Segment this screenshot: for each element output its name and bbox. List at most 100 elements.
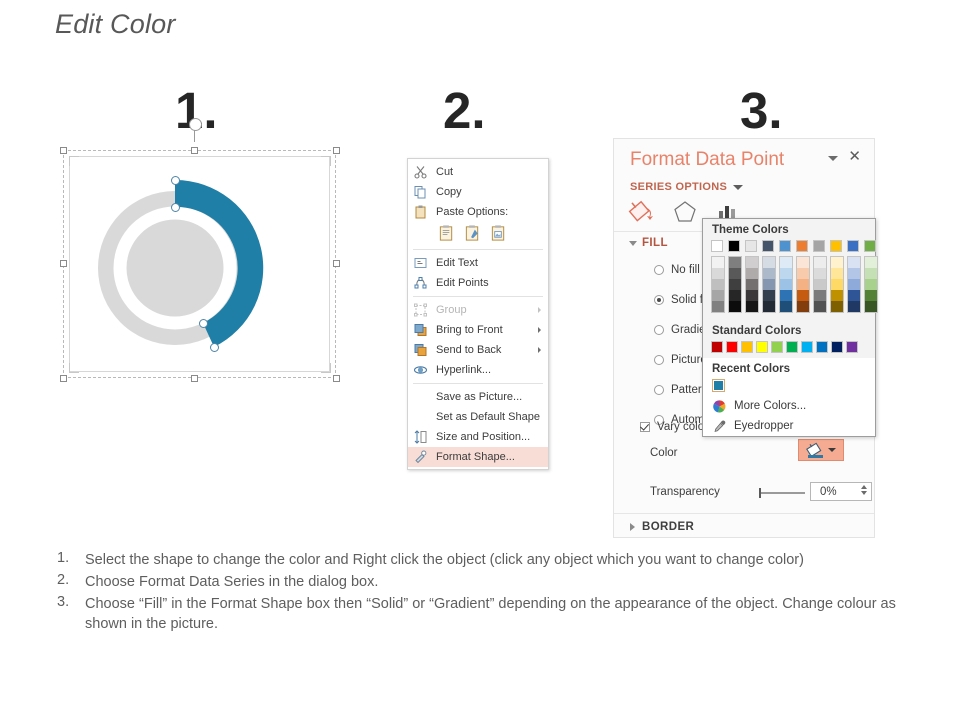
standard-swatch-4[interactable] bbox=[756, 341, 768, 353]
theme-swatch-base[interactable] bbox=[745, 240, 757, 252]
theme-swatch-shade-1[interactable] bbox=[763, 257, 775, 268]
menu-item-send-to-back[interactable]: Send to Back bbox=[408, 340, 548, 360]
menu-item-set-as-default-shape[interactable]: Set as Default Shape bbox=[408, 407, 548, 427]
theme-swatch-base[interactable] bbox=[847, 240, 859, 252]
standard-swatch-1[interactable] bbox=[711, 341, 723, 353]
eyedropper-item[interactable]: Eyedropper bbox=[703, 416, 875, 436]
resize-handle-se[interactable] bbox=[333, 375, 340, 382]
theme-swatch-shade-2[interactable] bbox=[865, 268, 877, 279]
effects-pentagon-icon[interactable] bbox=[671, 197, 699, 225]
color-picker-button[interactable] bbox=[798, 439, 844, 461]
theme-swatch-shade-3[interactable] bbox=[831, 279, 843, 290]
theme-swatch-shade-3[interactable] bbox=[763, 279, 775, 290]
paste-options-row[interactable] bbox=[408, 222, 548, 246]
theme-swatch-shade-3[interactable] bbox=[797, 279, 809, 290]
theme-swatch-shade-1[interactable] bbox=[848, 257, 860, 268]
menu-item-copy[interactable]: Copy bbox=[408, 182, 548, 202]
theme-swatch-shade-2[interactable] bbox=[746, 268, 758, 279]
radio-picture-fill[interactable] bbox=[654, 355, 664, 365]
point-handle-bottom-inner[interactable] bbox=[199, 319, 208, 328]
donut-chart[interactable] bbox=[83, 168, 313, 368]
theme-swatch-shade-2[interactable] bbox=[712, 268, 724, 279]
theme-colors-grid[interactable] bbox=[703, 240, 878, 313]
theme-swatch-base[interactable] bbox=[711, 240, 723, 252]
recent-swatch-1[interactable] bbox=[712, 379, 725, 392]
theme-swatch-shade-5[interactable] bbox=[831, 301, 843, 312]
standard-swatch-10[interactable] bbox=[846, 341, 858, 353]
theme-swatch-shade-3[interactable] bbox=[865, 279, 877, 290]
spinner-down-icon[interactable] bbox=[861, 491, 867, 495]
point-handle-top-inner[interactable] bbox=[171, 203, 180, 212]
theme-swatch-shade-1[interactable] bbox=[729, 257, 741, 268]
standard-swatch-9[interactable] bbox=[831, 341, 843, 353]
theme-swatch-shade-4[interactable] bbox=[763, 290, 775, 301]
spinner-up-icon[interactable] bbox=[861, 485, 867, 489]
theme-swatch-shade-2[interactable] bbox=[831, 268, 843, 279]
theme-swatch-shade-4[interactable] bbox=[831, 290, 843, 301]
theme-color-column-5[interactable] bbox=[779, 240, 793, 313]
menu-item-edit-text[interactable]: Edit Text bbox=[408, 253, 548, 273]
transparency-spinner[interactable]: 0% bbox=[810, 482, 872, 501]
theme-swatch-shade-4[interactable] bbox=[780, 290, 792, 301]
theme-swatch-shade-4[interactable] bbox=[865, 290, 877, 301]
theme-swatch-shade-2[interactable] bbox=[848, 268, 860, 279]
theme-swatch-shade-3[interactable] bbox=[814, 279, 826, 290]
theme-swatch-shade-1[interactable] bbox=[814, 257, 826, 268]
radio-no-fill[interactable] bbox=[654, 265, 664, 275]
fill-section-header[interactable]: FILL bbox=[628, 237, 668, 249]
theme-swatch-shade-3[interactable] bbox=[780, 279, 792, 290]
theme-swatch-shade-1[interactable] bbox=[712, 257, 724, 268]
theme-swatch-shade-5[interactable] bbox=[746, 301, 758, 312]
theme-swatch-base[interactable] bbox=[728, 240, 740, 252]
theme-swatch-shade-2[interactable] bbox=[763, 268, 775, 279]
series-options-dropdown[interactable]: SERIES OPTIONS bbox=[630, 181, 744, 193]
resize-handle-e[interactable] bbox=[333, 260, 340, 267]
standard-swatch-2[interactable] bbox=[726, 341, 738, 353]
menu-item-save-as-picture[interactable]: Save as Picture... bbox=[408, 387, 548, 407]
fill-option-no-fill[interactable]: No fill bbox=[654, 264, 700, 276]
context-menu[interactable]: Cut Copy Paste Options: Edit Text Edit Point… bbox=[407, 158, 549, 470]
menu-item-paste-options[interactable]: Paste Options: bbox=[408, 202, 548, 222]
theme-color-column-9[interactable] bbox=[847, 240, 861, 313]
menu-item-format-shape[interactable]: Format Shape... bbox=[408, 447, 548, 467]
theme-swatch-shade-5[interactable] bbox=[797, 301, 809, 312]
border-section-header[interactable]: BORDER bbox=[628, 521, 694, 533]
color-dropdown-caret-icon[interactable] bbox=[828, 448, 836, 452]
theme-swatch-shade-5[interactable] bbox=[780, 301, 792, 312]
paste-merge-icon[interactable] bbox=[464, 224, 481, 242]
radio-pattern-fill[interactable] bbox=[654, 385, 664, 395]
theme-swatch-shade-2[interactable] bbox=[814, 268, 826, 279]
theme-swatch-shade-4[interactable] bbox=[712, 290, 724, 301]
standard-swatch-8[interactable] bbox=[816, 341, 828, 353]
theme-color-column-4[interactable] bbox=[762, 240, 776, 313]
theme-color-column-3[interactable] bbox=[745, 240, 759, 313]
close-icon[interactable]: ✕ bbox=[848, 148, 861, 165]
theme-swatch-base[interactable] bbox=[779, 240, 791, 252]
checkbox-vary-colors[interactable] bbox=[640, 422, 650, 432]
standard-colors-row[interactable] bbox=[703, 341, 875, 358]
standard-swatch-6[interactable] bbox=[786, 341, 798, 353]
theme-swatch-base[interactable] bbox=[830, 240, 842, 252]
theme-swatch-shade-5[interactable] bbox=[763, 301, 775, 312]
paste-keep-source-icon[interactable] bbox=[438, 224, 455, 242]
theme-swatch-shade-1[interactable] bbox=[746, 257, 758, 268]
pane-menu-caret-icon[interactable] bbox=[828, 156, 838, 161]
theme-color-column-1[interactable] bbox=[711, 240, 725, 313]
radio-solid-fill[interactable] bbox=[654, 295, 664, 305]
theme-color-column-6[interactable] bbox=[796, 240, 810, 313]
menu-item-group[interactable]: Group bbox=[408, 300, 548, 320]
menu-item-edit-points[interactable]: Edit Points bbox=[408, 273, 548, 293]
rotation-handle[interactable] bbox=[189, 118, 202, 131]
theme-swatch-shade-5[interactable] bbox=[712, 301, 724, 312]
theme-color-column-8[interactable] bbox=[830, 240, 844, 313]
color-dropdown-panel[interactable]: Theme Colors Standard Colors Recent Colo… bbox=[702, 218, 878, 437]
theme-swatch-shade-5[interactable] bbox=[729, 301, 741, 312]
menu-item-bring-to-front[interactable]: Bring to Front bbox=[408, 320, 548, 340]
theme-swatch-shade-3[interactable] bbox=[746, 279, 758, 290]
menu-item-size-and-position[interactable]: Size and Position... bbox=[408, 427, 548, 447]
theme-color-column-2[interactable] bbox=[728, 240, 742, 313]
theme-swatch-base[interactable] bbox=[813, 240, 825, 252]
menu-item-hyperlink[interactable]: Hyperlink... bbox=[408, 360, 548, 380]
standard-swatch-7[interactable] bbox=[801, 341, 813, 353]
resize-handle-s[interactable] bbox=[191, 375, 198, 382]
